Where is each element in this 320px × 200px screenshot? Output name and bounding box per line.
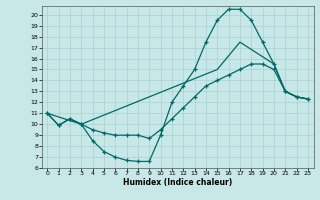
X-axis label: Humidex (Indice chaleur): Humidex (Indice chaleur) [123, 178, 232, 187]
